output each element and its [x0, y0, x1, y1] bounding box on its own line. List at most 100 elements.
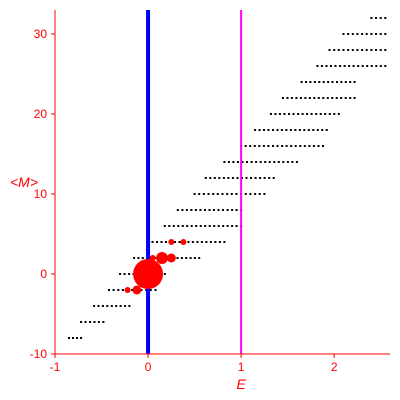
data-point [177, 225, 180, 227]
data-point [235, 209, 238, 211]
data-point [68, 337, 70, 339]
data-point [297, 113, 300, 115]
data-point [198, 257, 201, 259]
data-point [128, 305, 131, 307]
data-point [198, 193, 201, 195]
data-point [291, 161, 294, 163]
data-point [209, 177, 212, 179]
data-point [172, 225, 175, 227]
data-point [72, 337, 74, 339]
highlight-point [156, 252, 169, 264]
data-point [259, 177, 262, 179]
data-point [288, 113, 290, 115]
data-point [384, 33, 387, 35]
data-point [322, 145, 324, 147]
data-point [258, 129, 261, 131]
data-point [222, 209, 224, 211]
data-point [312, 129, 315, 131]
data-point [303, 129, 306, 131]
data-point [244, 145, 247, 147]
data-point [307, 129, 310, 131]
data-point [306, 113, 309, 115]
data-point [277, 161, 280, 163]
data-point [309, 81, 312, 83]
data-point [283, 113, 286, 115]
data-point [204, 225, 207, 227]
data-point [221, 193, 224, 195]
data-point [209, 241, 212, 243]
data-point [282, 161, 285, 163]
data-point [304, 97, 307, 99]
data-point [357, 65, 360, 67]
data-point [280, 129, 283, 131]
data-point [181, 225, 184, 227]
data-point [140, 289, 143, 291]
data-point [370, 65, 373, 67]
data-point [322, 81, 325, 83]
data-point [196, 241, 199, 243]
data-point [208, 225, 211, 227]
data-point [361, 49, 364, 51]
data-point [258, 145, 261, 147]
data-point [189, 257, 192, 259]
data-point [218, 241, 221, 243]
data-point [325, 65, 328, 67]
data-point [160, 241, 163, 243]
data-point [272, 129, 274, 131]
y-axis-title: <M> [10, 174, 38, 190]
data-point [231, 209, 234, 211]
data-point [299, 97, 302, 99]
data-point [351, 33, 354, 35]
data-point [176, 257, 179, 259]
data-point [199, 225, 202, 227]
data-point [339, 65, 342, 67]
data-point [379, 17, 382, 19]
data-point [290, 97, 293, 99]
data-point [174, 241, 176, 243]
data-point [294, 129, 297, 131]
data-point [361, 65, 364, 67]
data-point [295, 161, 298, 163]
data-point [235, 193, 238, 195]
data-point [268, 161, 271, 163]
data-point [80, 337, 83, 339]
data-point [199, 209, 202, 211]
data-point [295, 97, 298, 99]
data-point [200, 241, 203, 243]
data-point [156, 241, 158, 243]
data-point [89, 321, 91, 323]
data-point [246, 161, 248, 163]
data-point [335, 97, 338, 99]
data-point [337, 113, 340, 115]
data-point [267, 145, 270, 147]
data-point [110, 305, 113, 307]
y-tick-label: 30 [34, 27, 48, 41]
data-point [361, 33, 364, 35]
data-point [213, 209, 215, 211]
data-point [316, 129, 319, 131]
highlight-point [133, 259, 164, 289]
data-point [353, 81, 356, 83]
data-point [365, 49, 368, 51]
data-point [154, 289, 157, 291]
data-point [222, 177, 225, 179]
data-point [336, 81, 338, 83]
data-point [333, 49, 336, 51]
data-point [285, 129, 288, 131]
data-point [328, 113, 331, 115]
data-point [263, 193, 266, 195]
y-axis-ticks: -10 0 10 20 30 [30, 27, 55, 361]
data-point [384, 65, 387, 67]
data-point [258, 193, 261, 195]
data-point [204, 177, 207, 179]
x-tick-label: 0 [145, 360, 152, 374]
data-point [213, 225, 216, 227]
data-point [97, 305, 100, 307]
highlight-point [124, 287, 131, 293]
data-point [244, 193, 247, 195]
data-point [217, 209, 220, 211]
y-tick-label: -10 [30, 347, 48, 361]
data-point [315, 113, 318, 115]
data-point [231, 177, 234, 179]
data-point [236, 177, 239, 179]
